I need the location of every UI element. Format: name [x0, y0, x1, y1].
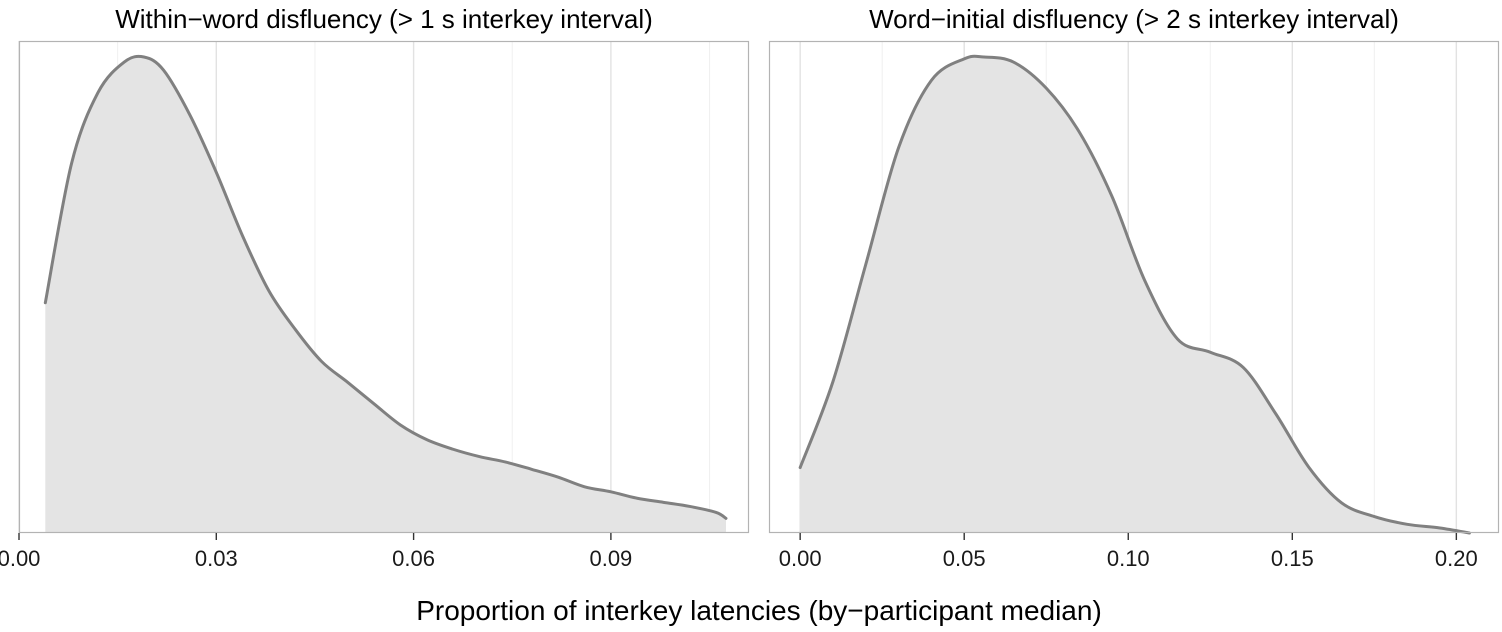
x-tick-label: 0.15: [1271, 546, 1314, 571]
panel-within-word: Within−word disfluency (> 1 s interkey i…: [0, 4, 750, 571]
density-curve: [43, 54, 728, 520]
density-area: [800, 56, 1470, 534]
panel-title-word-initial: Word−initial disfluency (> 2 s interkey …: [869, 4, 1399, 34]
panel-border: [768, 40, 1500, 534]
panel-border: [18, 40, 750, 534]
x-tick-label: 0.09: [589, 546, 632, 571]
density-area: [45, 56, 726, 533]
x-axis-label: Proportion of interkey latencies (by−par…: [416, 595, 1102, 626]
x-tick-label: 0.00: [0, 546, 40, 571]
x-tick-label: 0.10: [1107, 546, 1150, 571]
panel-title-within-word: Within−word disfluency (> 1 s interkey i…: [115, 4, 653, 34]
x-tick-label: 0.05: [943, 546, 986, 571]
x-tick-label: 0.03: [195, 546, 238, 571]
x-tick-label: 0.20: [1435, 546, 1478, 571]
x-tick-label: 0.00: [779, 546, 822, 571]
density-curve: [798, 54, 1471, 535]
x-tick-label: 0.06: [392, 546, 435, 571]
panel-word-initial: Word−initial disfluency (> 2 s interkey …: [768, 4, 1500, 571]
